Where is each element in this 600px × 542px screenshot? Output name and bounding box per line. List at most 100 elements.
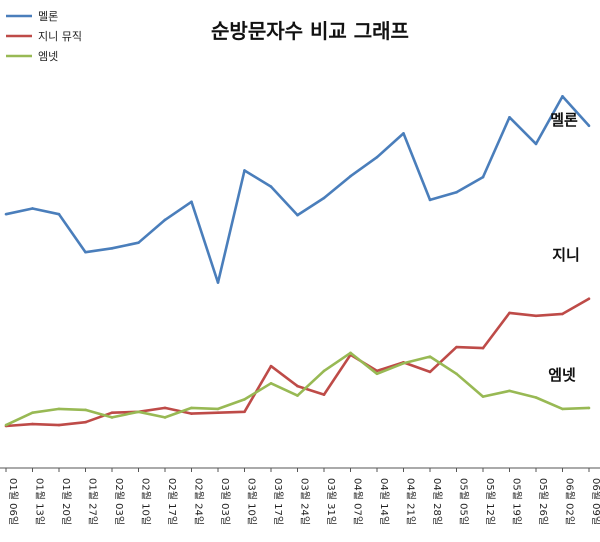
data-point	[57, 212, 61, 216]
x-tick-label: 03월 03일	[219, 478, 231, 525]
data-point	[481, 395, 485, 398]
x-tick-label: 05월 26일	[537, 478, 549, 525]
legend-label-0: 멜론	[38, 10, 58, 23]
legend-label-1: 지니 뮤직	[38, 30, 82, 43]
x-tick-label: 04월 14일	[378, 478, 390, 525]
x-tick-label: 04월 28일	[431, 478, 443, 525]
data-point	[216, 411, 220, 415]
data-point	[349, 351, 352, 355]
data-point	[561, 407, 564, 411]
data-point	[163, 218, 167, 222]
data-point	[455, 372, 458, 376]
data-point	[508, 115, 511, 119]
series-line-0	[5, 95, 590, 284]
data-point	[455, 191, 458, 194]
series-end-label-1: 지니	[552, 246, 580, 264]
x-tick-label: 01월 20일	[60, 478, 72, 525]
data-point	[110, 416, 114, 419]
x-tick-label: 02월 24일	[193, 478, 205, 525]
x-tick-label: 02월 03일	[113, 478, 125, 525]
data-point	[428, 355, 432, 358]
series-lines	[4, 95, 591, 428]
data-point	[296, 213, 299, 217]
data-point	[481, 346, 485, 350]
x-tick-label: 05월 05일	[458, 478, 470, 525]
data-point	[296, 384, 299, 388]
data-point	[216, 407, 220, 411]
data-point	[587, 406, 591, 410]
data-point	[561, 312, 564, 316]
data-point	[110, 247, 114, 250]
data-point	[190, 406, 193, 410]
data-point	[428, 198, 432, 202]
data-point	[269, 185, 273, 188]
data-point	[84, 250, 87, 254]
x-tick-label: 01월 27일	[87, 478, 99, 525]
data-point	[322, 196, 326, 200]
data-point	[296, 394, 299, 397]
data-point	[31, 411, 34, 415]
data-point	[508, 389, 511, 393]
data-point	[31, 422, 34, 426]
x-tick-label: 04월 21일	[405, 478, 417, 525]
data-point	[190, 412, 193, 415]
data-point	[243, 410, 246, 414]
data-point	[31, 207, 34, 210]
x-tick-label: 06월 02일	[564, 478, 576, 525]
data-point	[4, 423, 8, 427]
data-point	[322, 369, 326, 373]
data-point	[402, 132, 405, 135]
data-point	[163, 406, 167, 410]
x-tick-label: 03월 17일	[272, 478, 284, 525]
data-point	[137, 241, 140, 244]
chart-title: 순방문자수 비교 그래프	[211, 19, 409, 43]
data-point	[402, 362, 405, 365]
x-tick-label: 01월 13일	[34, 478, 46, 525]
series-end-label-0: 멜론	[550, 111, 578, 129]
data-point	[428, 370, 432, 374]
x-tick-label: 04월 07일	[352, 478, 364, 525]
data-point	[110, 411, 114, 415]
x-tick-label: 03월 10일	[246, 478, 258, 525]
data-point	[57, 407, 61, 411]
series-line-2	[5, 351, 590, 427]
x-tick-label: 06월 09일	[590, 478, 600, 525]
data-point	[587, 297, 591, 301]
data-point	[375, 369, 379, 373]
data-point	[190, 200, 193, 204]
data-point	[561, 95, 564, 98]
data-point	[243, 169, 246, 172]
data-point	[481, 175, 485, 179]
data-point	[587, 124, 591, 128]
series-line-1	[5, 297, 590, 428]
data-point	[137, 410, 140, 414]
data-point	[455, 345, 458, 349]
data-point	[269, 364, 273, 368]
x-tick-label: 03월 31일	[325, 478, 337, 525]
data-point	[534, 314, 538, 318]
data-point	[534, 142, 538, 146]
data-point	[322, 393, 326, 396]
x-tick-label: 03월 24일	[299, 478, 311, 525]
x-tick-label: 05월 19일	[511, 478, 523, 525]
data-point	[243, 398, 246, 401]
data-point	[269, 381, 273, 385]
data-point	[84, 420, 87, 424]
x-tick-label: 05월 12일	[484, 478, 496, 525]
data-point	[4, 212, 8, 216]
data-point	[84, 408, 87, 412]
data-point	[349, 174, 352, 178]
x-axis-ticks: 01월 06일 01월 13일 01월 20일 01월 27일 02월 03일 02월 1…	[5, 468, 600, 525]
data-point	[216, 281, 220, 284]
series-end-label-2: 엠넷	[548, 366, 576, 384]
x-tick-label: 02월 10일	[140, 478, 152, 525]
x-tick-label: 02월 17일	[166, 478, 178, 525]
data-point	[534, 396, 538, 399]
data-point	[57, 423, 61, 427]
data-point	[375, 155, 379, 159]
data-point	[375, 372, 379, 376]
data-point	[508, 311, 511, 315]
